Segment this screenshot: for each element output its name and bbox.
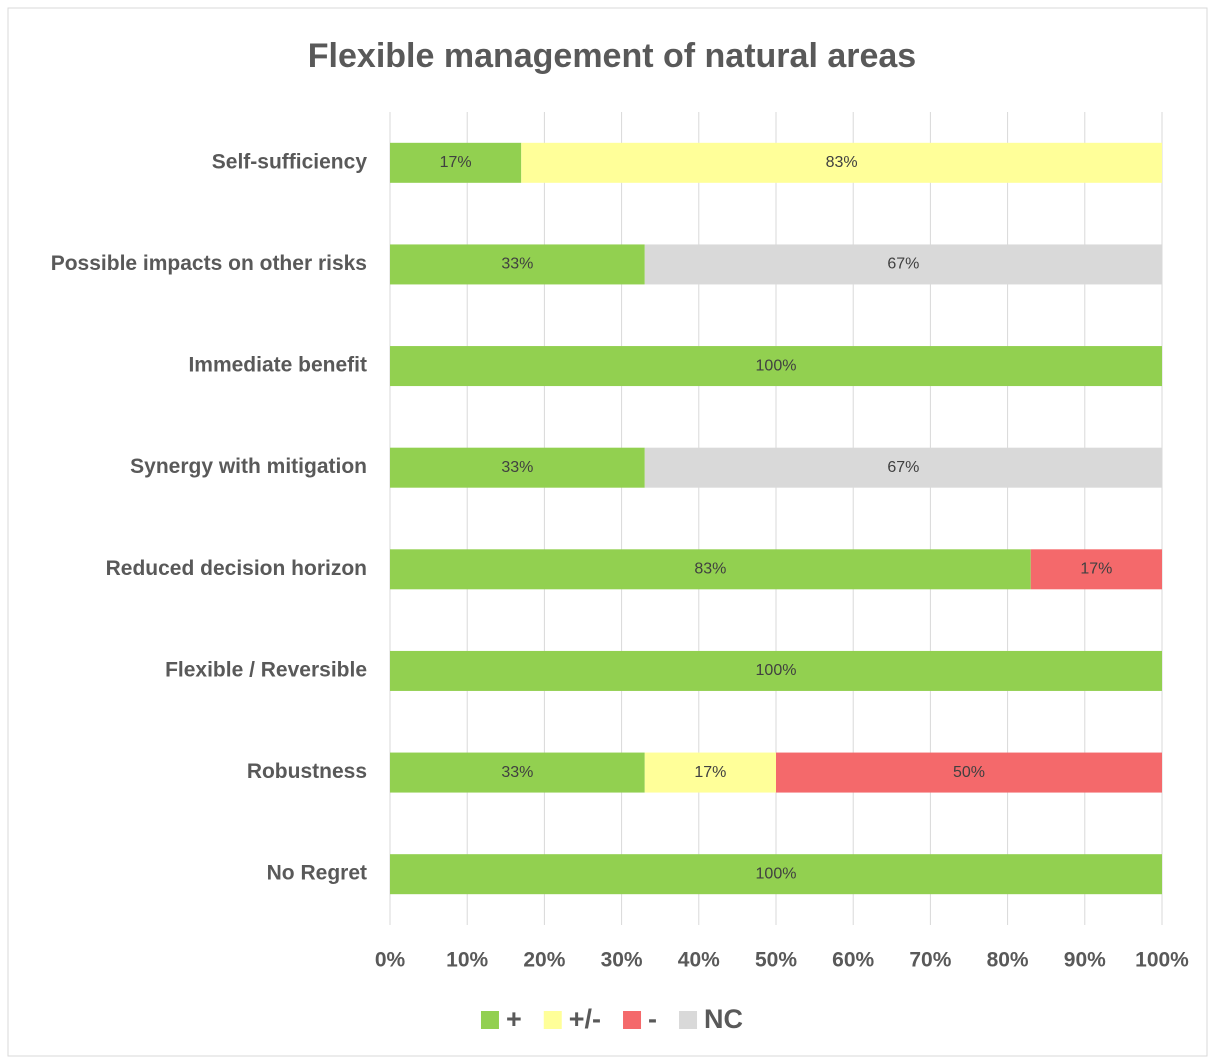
legend-swatch — [623, 1011, 642, 1029]
bar-segment — [390, 142, 522, 183]
legend-label: - — [648, 1004, 657, 1034]
data-label: 100% — [756, 865, 797, 882]
bar-segment — [390, 650, 1162, 691]
category-label: Possible impacts on other risks — [51, 252, 367, 275]
bar-segment — [1030, 549, 1162, 590]
x-tick-label: 0% — [375, 949, 406, 972]
data-label: 50% — [953, 764, 985, 781]
x-tick-label: 50% — [755, 949, 797, 972]
x-tick-label: 100% — [1135, 949, 1189, 972]
x-tick-label: 40% — [678, 949, 720, 972]
x-tick-label: 70% — [909, 949, 951, 972]
data-label: 100% — [756, 357, 797, 374]
legend-label: NC — [704, 1004, 743, 1034]
x-tick-label: 20% — [523, 949, 565, 972]
data-label: 17% — [1080, 561, 1112, 578]
category-label: Self-sufficiency — [212, 150, 368, 173]
data-label: 33% — [501, 256, 533, 273]
bar-segment — [521, 142, 1162, 183]
x-tick-label: 30% — [601, 949, 643, 972]
bar-segment — [776, 752, 1162, 793]
bar-segment — [390, 447, 645, 488]
data-label: 67% — [887, 256, 919, 273]
category-label: Flexible / Reversible — [165, 658, 367, 681]
x-tick-label: 80% — [987, 949, 1029, 972]
data-label: 17% — [440, 154, 472, 171]
bar-segment — [390, 244, 645, 285]
legend-swatch — [543, 1011, 562, 1029]
category-label: Immediate benefit — [188, 354, 367, 377]
data-label: 33% — [501, 459, 533, 476]
bar-segment — [390, 346, 1162, 387]
bar-segment — [390, 854, 1162, 895]
bar-segment — [644, 447, 1162, 488]
bar-segment — [390, 549, 1031, 590]
bar-segment — [644, 244, 1162, 285]
bar-segment — [390, 752, 645, 793]
x-tick-label: 10% — [446, 949, 488, 972]
data-label: 17% — [694, 764, 726, 781]
data-label: 83% — [826, 154, 858, 171]
data-label: 100% — [756, 662, 797, 679]
bar-segment — [644, 752, 776, 793]
legend-swatch — [480, 1011, 499, 1029]
category-label: Robustness — [247, 760, 367, 783]
category-label: No Regret — [267, 862, 367, 885]
category-label: Synergy with mitigation — [130, 455, 367, 478]
data-label: 83% — [694, 561, 726, 578]
data-label: 33% — [501, 764, 533, 781]
chart-title: Flexible management of natural areas — [308, 37, 916, 75]
x-tick-label: 60% — [832, 949, 874, 972]
x-tick-label: 90% — [1064, 949, 1106, 972]
category-label: Reduced decision horizon — [106, 557, 367, 580]
legend-label: + — [506, 1004, 522, 1034]
data-label: 67% — [887, 459, 919, 476]
legend-swatch — [679, 1011, 698, 1029]
legend-label: +/- — [569, 1004, 601, 1034]
